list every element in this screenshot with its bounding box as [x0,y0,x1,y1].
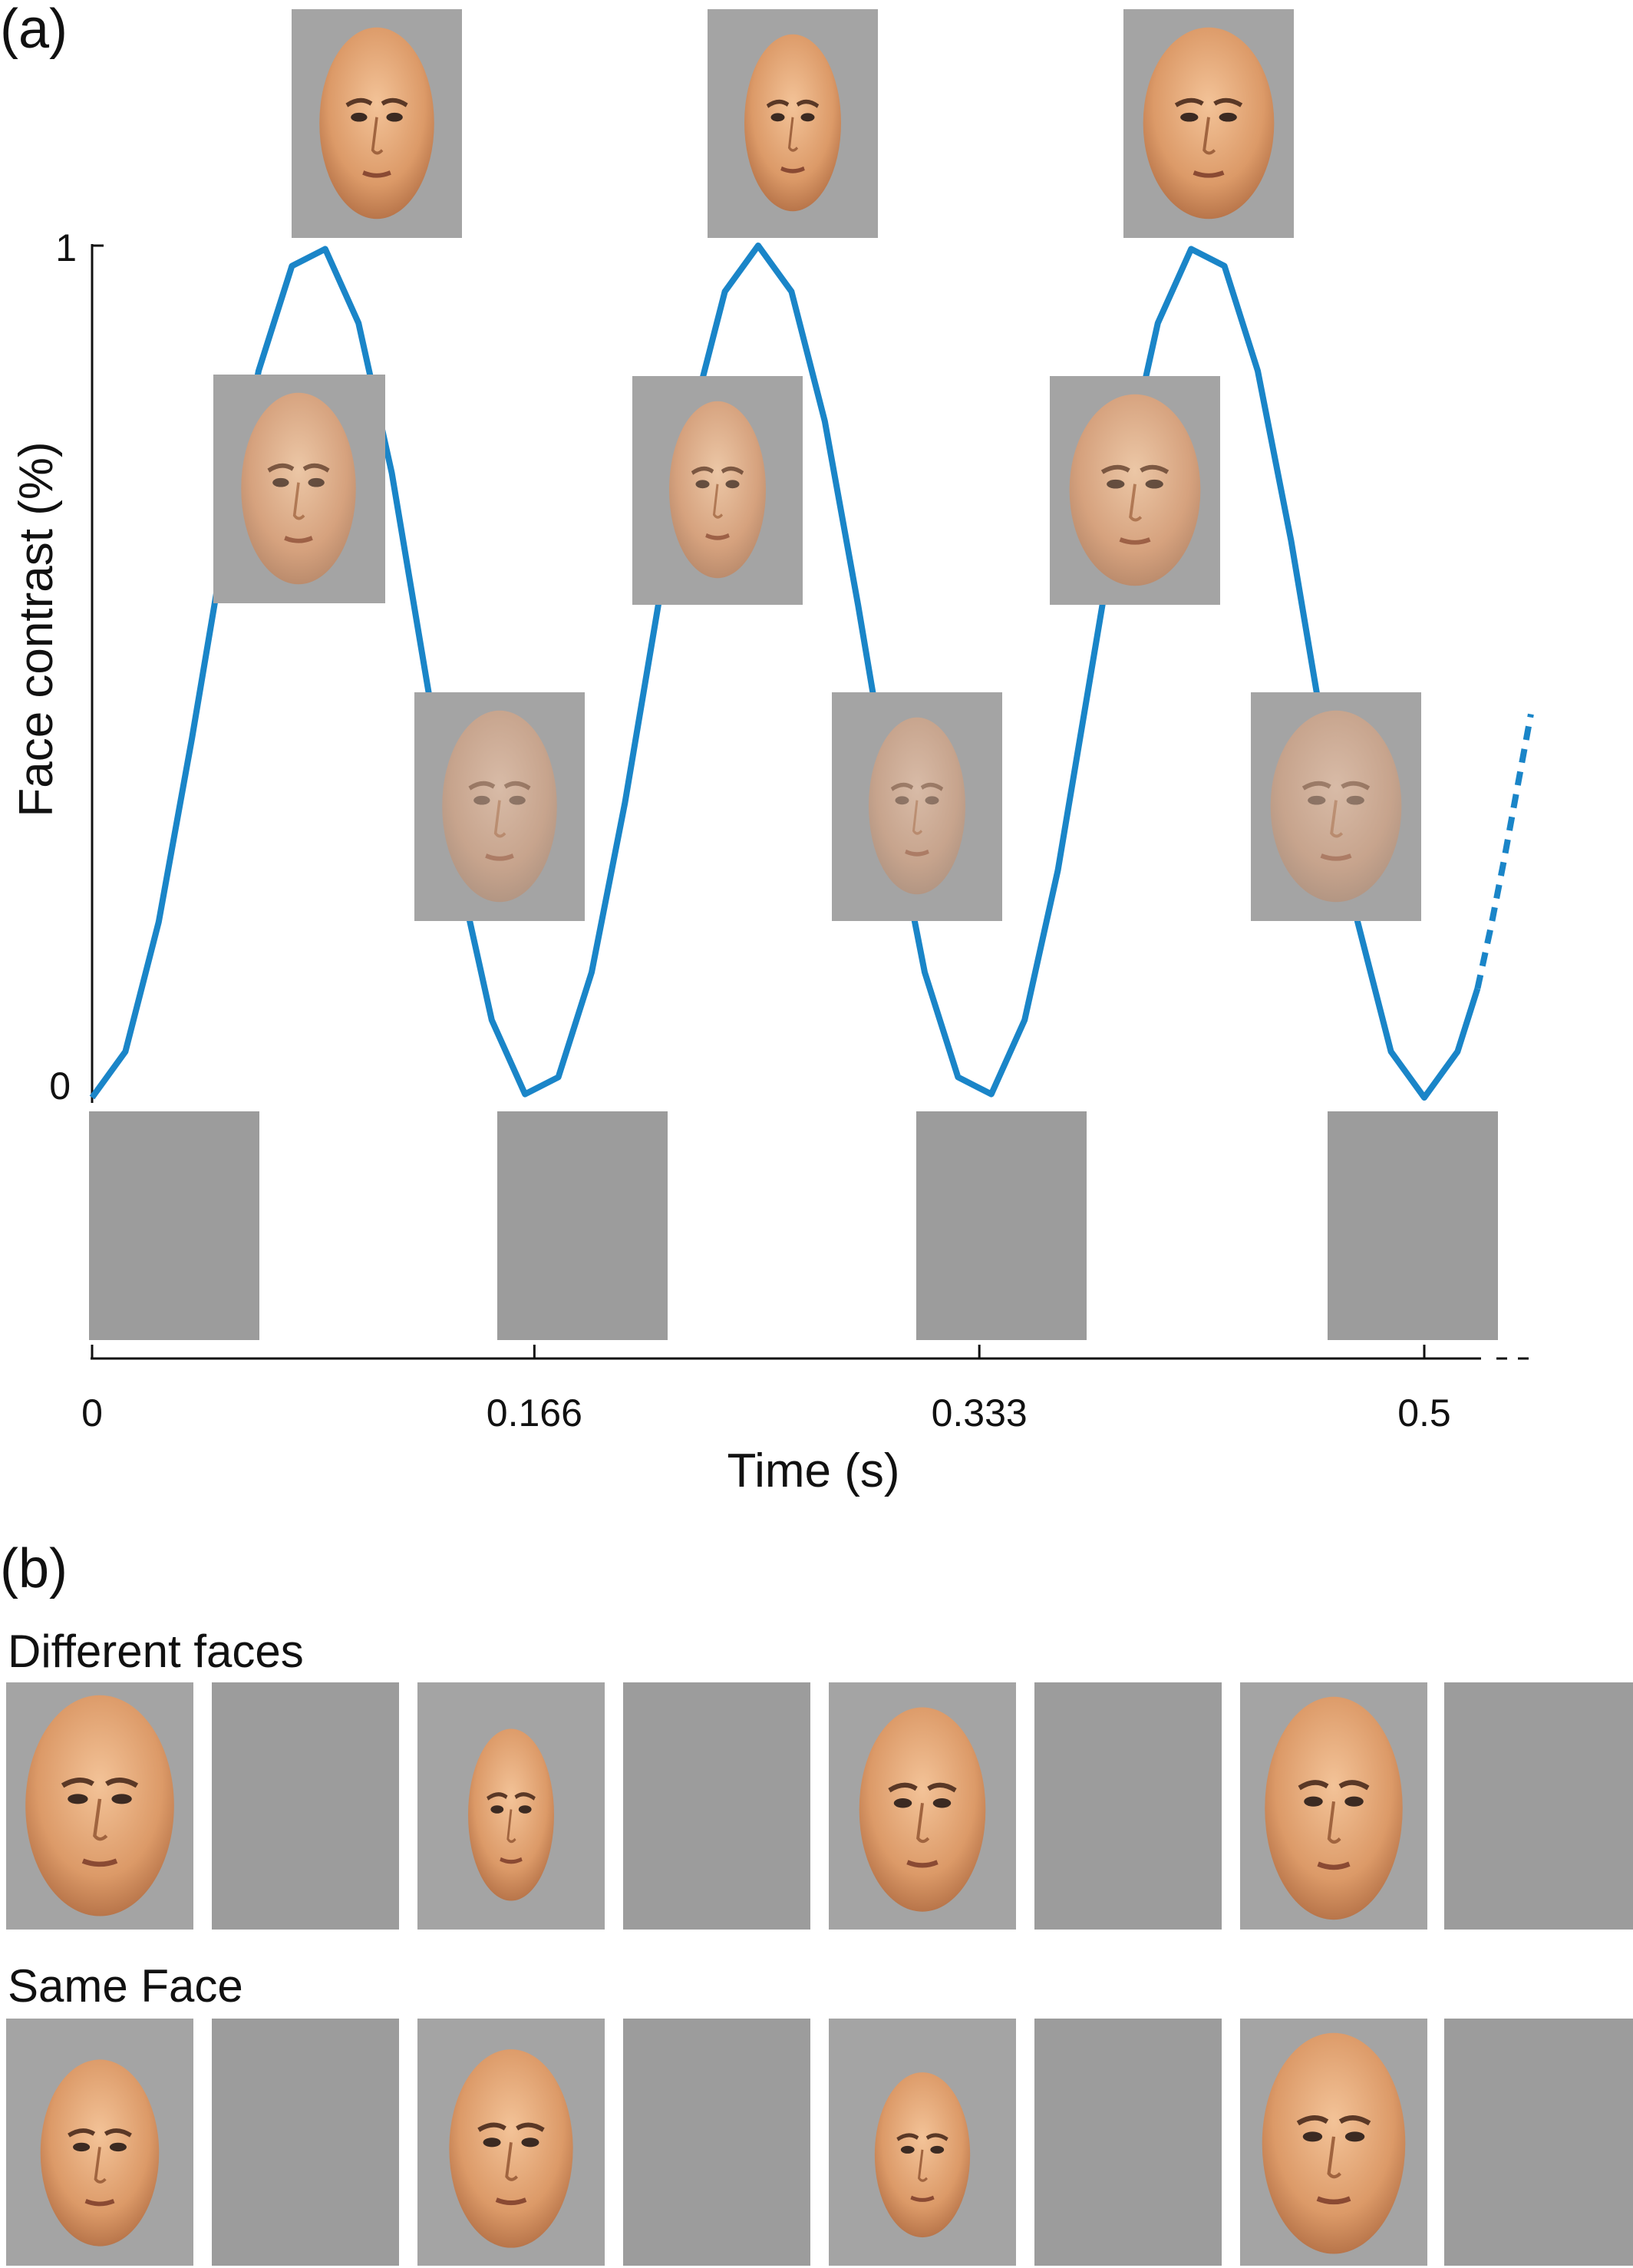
same-face-1 [6,2019,193,2266]
face-stimuli-panel-a [213,9,1421,921]
row-same-face [6,2019,1633,2266]
diff-blank-1 [212,1682,399,1930]
blank-frame-1 [89,1111,259,1340]
x-tick-label-0: 0 [81,1392,103,1434]
row-label-same-face: Same Face [8,1960,243,2012]
row-label-different-faces: Different faces [8,1626,304,1677]
face-cycle3-low [1251,692,1421,921]
diff-blank-2 [623,1682,810,1930]
x-tick-label-2: 0.333 [932,1392,1028,1434]
blank-frame-3 [916,1111,1087,1340]
x-tick-label-1: 0.166 [487,1392,582,1434]
contrast-curve-line [89,243,1481,1101]
face-cycle3-full [1123,9,1294,238]
diff-face-4 [1240,1682,1427,1930]
x-ticks: 0 0.166 0.333 0.5 [81,1345,1451,1434]
contrast-curve [89,243,1534,1101]
diff-face-2 [417,1682,605,1930]
diff-blank-3 [1034,1682,1222,1930]
contrast-curve-continuation [1474,713,1534,989]
x-axis-label: Time (s) [727,1444,900,1497]
same-face-2 [417,2019,605,2266]
diff-face-1 [6,1682,193,1930]
row-different-faces [6,1682,1633,1930]
same-face-3 [829,2019,1016,2266]
same-blank-4 [1444,2019,1633,2266]
face-cycle2-full [708,9,878,238]
panel-a-label: (a) [0,0,68,60]
x-tick-label-3: 0.5 [1397,1392,1451,1434]
face-cycle1-full [292,9,462,238]
y-tick-label-1: 1 [55,226,77,269]
diff-blank-4 [1444,1682,1633,1930]
panel-b-label: (b) [0,1538,68,1599]
same-blank-1 [212,2019,399,2266]
diff-face-3 [829,1682,1016,1930]
same-blank-2 [623,2019,810,2266]
face-cycle1-mid [213,375,385,603]
face-cycle3-mid [1050,376,1220,605]
face-cycle2-low [832,692,1002,921]
face-cycle1-low [414,692,585,921]
y-axis-label: Face contrast (%) [10,441,63,817]
blank-frame-2 [497,1111,668,1340]
blank-frame-4 [1328,1111,1498,1340]
face-cycle2-mid [632,376,803,605]
same-blank-3 [1034,2019,1222,2266]
y-tick-label-0: 0 [49,1065,71,1108]
same-face-4 [1240,2019,1427,2266]
